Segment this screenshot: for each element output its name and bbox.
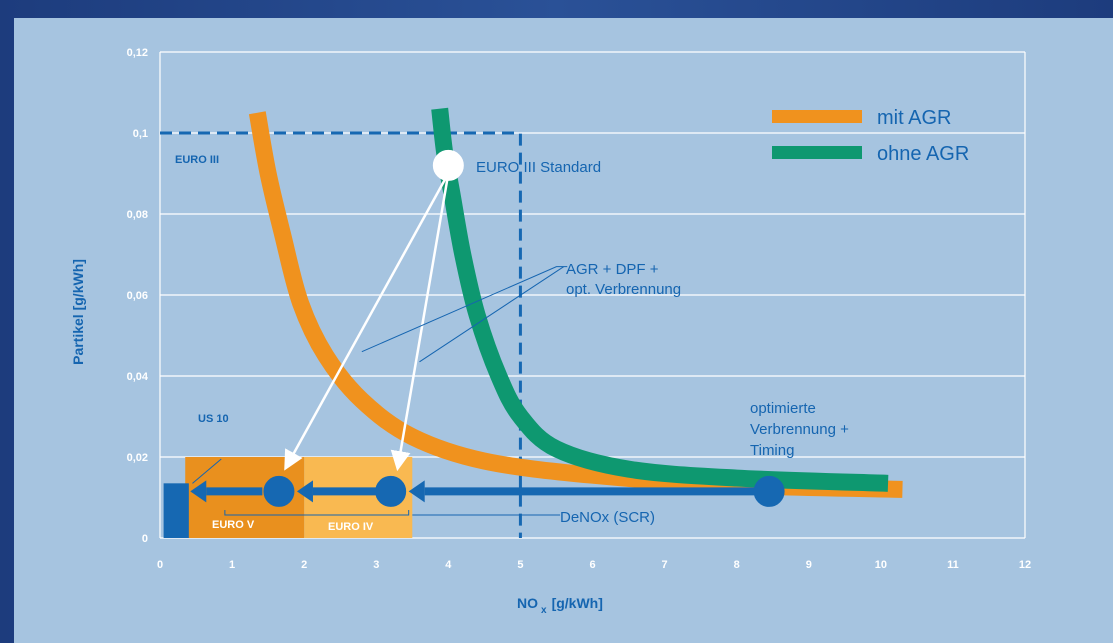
x-axis-label-unit: [g/kWh] <box>552 595 603 611</box>
leader-agr-2 <box>419 266 564 363</box>
y-tick-label: 0,1 <box>133 128 148 140</box>
y-axis-label: Partikel [g/kWh] <box>70 259 86 365</box>
optimiert-label-line3: Timing <box>750 442 794 459</box>
curve-ohne-agr <box>431 107 889 492</box>
x-tick-label: 6 <box>589 559 595 571</box>
x-tick-label: 9 <box>806 559 812 571</box>
y-tick-label: 0 <box>142 533 148 545</box>
x-axis-label-main: NO <box>517 595 538 611</box>
x-axis-label: NO x [g/kWh] <box>517 595 603 616</box>
x-tick-label: 0 <box>157 559 163 571</box>
optimiert-label-line1: optimierte <box>750 400 816 417</box>
x-tick-label: 2 <box>301 559 307 571</box>
x-tick-label: 4 <box>445 559 452 571</box>
legend-label-ohne-agr: ohne AGR <box>877 143 969 165</box>
arrow-to-us10-head <box>190 480 207 503</box>
agr-dpf-label-line2: opt. Verbrennung <box>566 281 681 298</box>
white-arrow-mit-agr <box>284 172 450 471</box>
x-tick-label: 12 <box>1019 559 1031 571</box>
us10-label: US 10 <box>198 413 229 425</box>
leader-us10 <box>192 458 222 484</box>
y-tick-label: 0,12 <box>127 47 148 59</box>
x-tick-label: 5 <box>517 559 523 571</box>
y-tick-label: 0,04 <box>127 371 149 383</box>
arrow-to-euro4-point-head <box>408 480 425 503</box>
reduction-point <box>263 475 295 507</box>
euro5-label: EURO V <box>212 519 255 531</box>
legend-label-mit-agr: mit AGR <box>877 107 951 129</box>
x-tick-label: 8 <box>734 559 740 571</box>
chart-panel <box>14 18 1113 643</box>
legend-swatch-ohne-agr <box>772 146 862 159</box>
x-axis-label-sub: x <box>541 605 547 616</box>
euro3-label: EURO III <box>175 154 219 166</box>
agr-dpf-label-line1: AGR + DPF + <box>566 261 659 278</box>
white-arrow-ohne-agr <box>390 173 450 472</box>
x-tick-label: 3 <box>373 559 379 571</box>
euro3-standard-point <box>432 149 464 181</box>
y-tick-label: 0,06 <box>127 290 148 302</box>
reduction-point <box>375 475 407 507</box>
x-tick-label: 1 <box>229 559 235 571</box>
x-tick-label: 11 <box>947 559 959 571</box>
x-tick-label: 10 <box>875 559 887 571</box>
reduction-point <box>753 475 785 507</box>
zone-bracket <box>224 510 410 516</box>
euro3-standard-label: EURO III Standard <box>476 159 601 176</box>
euro4-label: EURO IV <box>328 521 374 533</box>
x-tick-label: 7 <box>662 559 668 571</box>
y-tick-label: 0,02 <box>127 452 148 464</box>
denox-label: DeNOx (SCR) <box>560 509 655 526</box>
us10-bar <box>163 483 189 538</box>
y-tick-label: 0,08 <box>127 209 148 221</box>
optimiert-label-line2: Verbrennung + <box>750 421 849 438</box>
legend-swatch-mit-agr <box>772 110 862 123</box>
arrow-to-euro5-point-head <box>296 480 313 503</box>
